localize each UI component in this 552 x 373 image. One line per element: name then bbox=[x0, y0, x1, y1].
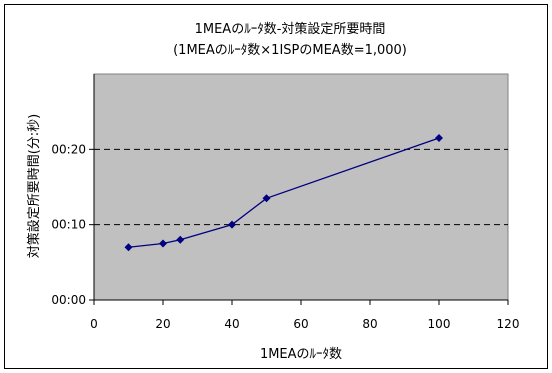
y-ticks: 00:00 00:10 00:20 bbox=[51, 142, 94, 307]
x-tick-label: 0 bbox=[90, 317, 98, 331]
y-tick-label: 00:20 bbox=[51, 142, 86, 156]
chart-title: 1MEAのﾙｰﾀ数-対策設定所要時間 bbox=[195, 21, 386, 37]
chart-subtitle: (1MEAのﾙｰﾀ数×1ISPのMEA数=1,000) bbox=[173, 43, 407, 58]
series-group bbox=[124, 134, 443, 252]
data-point bbox=[159, 239, 167, 248]
x-axis-label: 1MEAのﾙｰﾀ数 bbox=[260, 347, 342, 362]
x-tick-label: 20 bbox=[155, 317, 170, 331]
series-line bbox=[128, 137, 440, 248]
data-point bbox=[262, 194, 271, 203]
x-tick-label: 60 bbox=[293, 317, 308, 331]
data-point bbox=[176, 235, 185, 244]
plot-area bbox=[93, 73, 509, 301]
grid-lines bbox=[94, 148, 508, 226]
x-tick-label: 120 bbox=[497, 317, 520, 331]
y-axis-label: 対策設定所要時間(分:秒) bbox=[26, 114, 42, 259]
x-ticks: 0 20 40 60 80 100 120 bbox=[90, 300, 519, 331]
data-point bbox=[435, 134, 443, 143]
x-tick-label: 40 bbox=[224, 317, 239, 331]
y-tick-label: 00:00 bbox=[51, 293, 86, 307]
y-tick-label: 00:10 bbox=[51, 218, 86, 232]
x-tick-label: 80 bbox=[362, 317, 377, 331]
x-tick-label: 100 bbox=[428, 317, 451, 331]
data-point bbox=[228, 220, 236, 229]
data-point bbox=[124, 243, 133, 252]
